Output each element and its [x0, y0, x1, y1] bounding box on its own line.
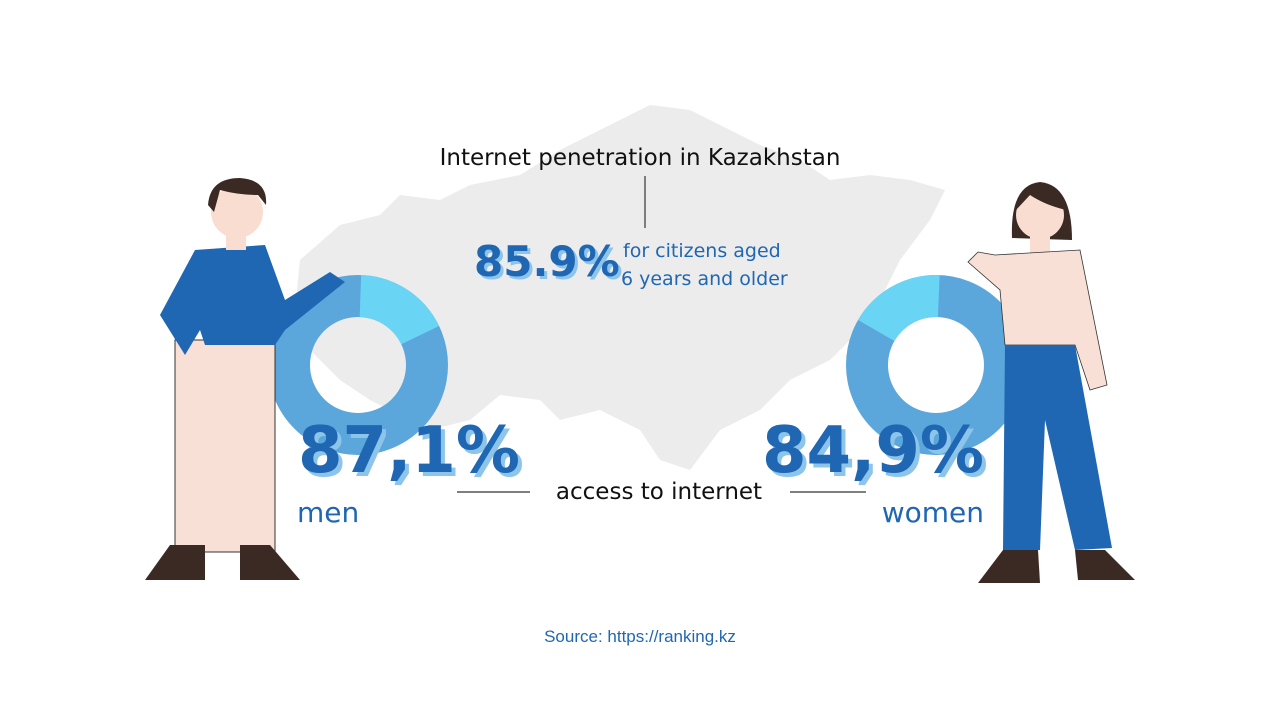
women-value: 84,9% [762, 414, 984, 488]
overall-note: for citizens aged [623, 240, 781, 262]
women-value-shadow: 84,9% [766, 418, 988, 492]
man-illustration [145, 178, 345, 580]
title: Internet penetration in Kazakhstan [440, 145, 841, 171]
men-label: men [297, 496, 359, 529]
source: Source: https://ranking.kz [544, 627, 736, 646]
men-value-shadow: 87,1% [302, 418, 524, 492]
map [295, 105, 945, 470]
overall-value-shadow: 85.9% [477, 240, 623, 289]
women-label: women [882, 496, 984, 529]
overall-value: 85.9% [474, 237, 620, 286]
connector-text: access to internet [556, 479, 762, 505]
men-donut [268, 275, 448, 455]
men-value: 87,1% [298, 414, 520, 488]
woman-illustration [967, 182, 1135, 583]
overall-note: 6 years and older [621, 268, 788, 290]
